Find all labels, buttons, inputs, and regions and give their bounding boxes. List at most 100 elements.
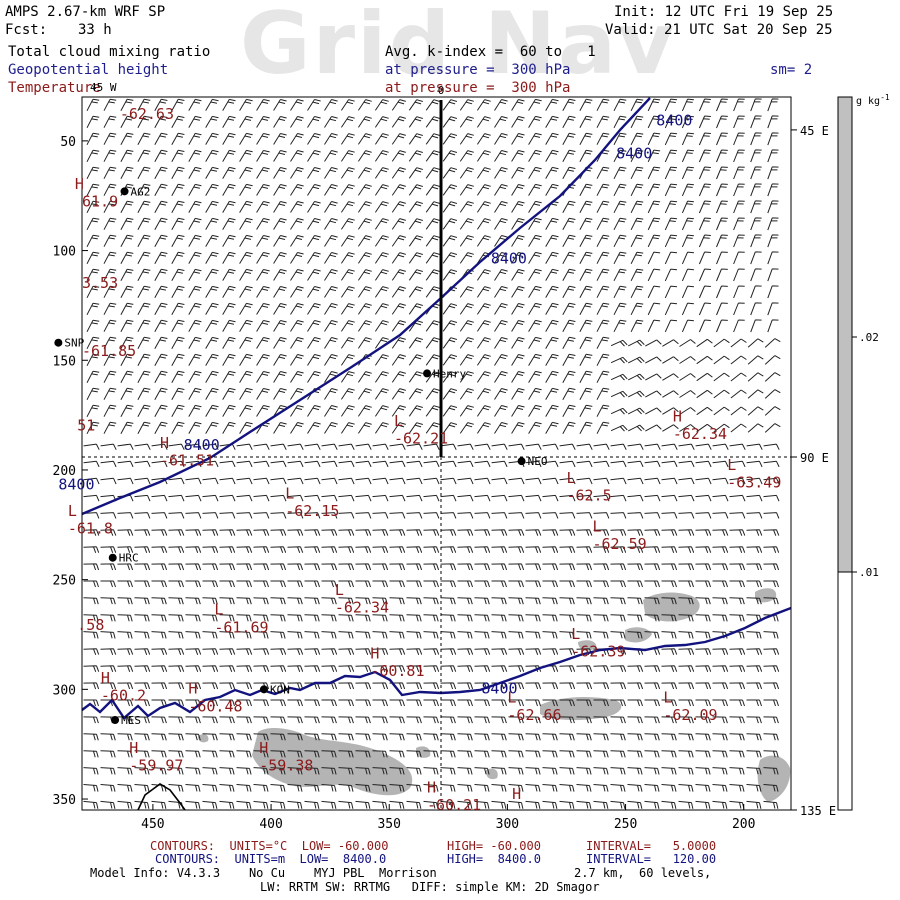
temperature-label: -63.49 bbox=[727, 474, 781, 492]
temperature-label: H bbox=[160, 434, 169, 452]
wind-barb bbox=[494, 252, 508, 264]
temperature-label: H bbox=[427, 778, 436, 796]
wind-barb bbox=[559, 460, 576, 468]
wind-barb bbox=[678, 767, 694, 775]
wind-barb bbox=[747, 338, 764, 348]
temperature-label: -62.63 bbox=[120, 105, 174, 123]
wind-barb bbox=[559, 597, 575, 605]
wind-barb bbox=[576, 767, 592, 775]
wind-barb bbox=[256, 133, 270, 145]
wind-barb bbox=[120, 387, 134, 400]
wind-barb bbox=[287, 800, 303, 809]
wind-barb bbox=[100, 767, 116, 775]
y-tick-label: 300 bbox=[53, 683, 76, 698]
wind-barb bbox=[338, 800, 354, 809]
station-label: KON bbox=[270, 683, 290, 696]
wind-barb bbox=[236, 665, 253, 672]
wind-barb bbox=[442, 235, 458, 247]
wind-barb bbox=[476, 150, 491, 162]
wind-barb bbox=[86, 149, 100, 163]
wind-barb bbox=[273, 184, 287, 196]
cloud-blob bbox=[643, 592, 700, 622]
wind-barb bbox=[256, 405, 270, 417]
wind-barb bbox=[746, 767, 762, 775]
wind-barb bbox=[476, 405, 491, 417]
wind-barb bbox=[508, 580, 524, 588]
wind-barb bbox=[545, 132, 559, 145]
wind-barb bbox=[662, 407, 679, 415]
wind-barb bbox=[729, 699, 745, 707]
wind-barb bbox=[287, 597, 303, 605]
wind-barb bbox=[391, 337, 406, 349]
wind-barb bbox=[494, 133, 508, 145]
wind-barb bbox=[713, 423, 730, 433]
wind-barb bbox=[372, 443, 389, 450]
wind-barb bbox=[610, 339, 628, 347]
wind-barb bbox=[712, 580, 728, 588]
footer-resolution: 2.7 km, 60 levels, bbox=[574, 866, 712, 880]
wind-barb bbox=[205, 421, 219, 434]
wind-barb bbox=[374, 388, 389, 400]
wind-barb bbox=[304, 648, 321, 655]
wind-barb bbox=[474, 767, 490, 775]
wind-barb bbox=[747, 355, 764, 365]
wind-barb bbox=[440, 800, 456, 809]
wind-barb bbox=[374, 320, 389, 332]
wind-barb bbox=[389, 750, 405, 758]
forecast-hours: 33 h bbox=[78, 22, 112, 38]
wind-barb bbox=[508, 784, 524, 792]
wind-barb bbox=[696, 406, 713, 416]
temperature-label: L bbox=[507, 689, 516, 707]
wind-barb bbox=[678, 580, 694, 588]
wind-barb bbox=[168, 597, 184, 605]
wind-barb bbox=[321, 750, 337, 758]
wind-barb bbox=[542, 443, 559, 450]
wind-barb bbox=[117, 477, 134, 485]
wind-barb bbox=[83, 546, 100, 553]
wind-barb bbox=[647, 268, 661, 282]
wind-barb bbox=[408, 218, 423, 230]
wind-barb bbox=[103, 115, 117, 128]
wind-barb bbox=[681, 234, 694, 248]
station-dot bbox=[111, 716, 120, 725]
wind-barb bbox=[307, 371, 321, 383]
wind-barb bbox=[117, 784, 133, 792]
wind-barb bbox=[256, 150, 270, 162]
wind-barb bbox=[137, 302, 151, 315]
wind-barb bbox=[239, 336, 253, 349]
wind-barb bbox=[729, 682, 746, 690]
wind-barb bbox=[750, 115, 762, 129]
wind-barb bbox=[664, 234, 678, 248]
wind-barb bbox=[222, 98, 236, 111]
wind-barb bbox=[596, 319, 610, 332]
wind-barb bbox=[137, 285, 151, 298]
height-contour-8400-north bbox=[81, 97, 651, 516]
wind-barb bbox=[219, 733, 235, 741]
wind-barb bbox=[154, 370, 168, 383]
wind-barb bbox=[391, 167, 406, 179]
wind-barb bbox=[372, 631, 388, 639]
wind-barb bbox=[391, 116, 406, 128]
wind-barb bbox=[202, 614, 218, 622]
wind-barb bbox=[205, 404, 219, 417]
wind-barb bbox=[695, 682, 712, 690]
wind-barb bbox=[423, 614, 439, 622]
wind-barb bbox=[508, 699, 524, 707]
wind-barb bbox=[83, 784, 99, 792]
wind-barb bbox=[151, 563, 168, 571]
wind-barb bbox=[408, 303, 423, 315]
wind-barb bbox=[457, 767, 473, 775]
wind-barb bbox=[562, 98, 576, 111]
x-tick-label: 400 bbox=[259, 817, 282, 832]
wind-barb bbox=[716, 115, 728, 129]
wind-barb bbox=[474, 529, 491, 536]
wind-barb bbox=[681, 285, 694, 299]
wind-barb bbox=[457, 631, 473, 639]
wind-barb bbox=[664, 166, 678, 180]
wind-barb bbox=[188, 234, 202, 247]
wind-barb bbox=[610, 716, 626, 724]
wind-barb bbox=[559, 631, 575, 639]
wind-barb bbox=[763, 800, 779, 809]
wind-barb bbox=[764, 423, 781, 433]
wind-barb bbox=[712, 563, 729, 571]
